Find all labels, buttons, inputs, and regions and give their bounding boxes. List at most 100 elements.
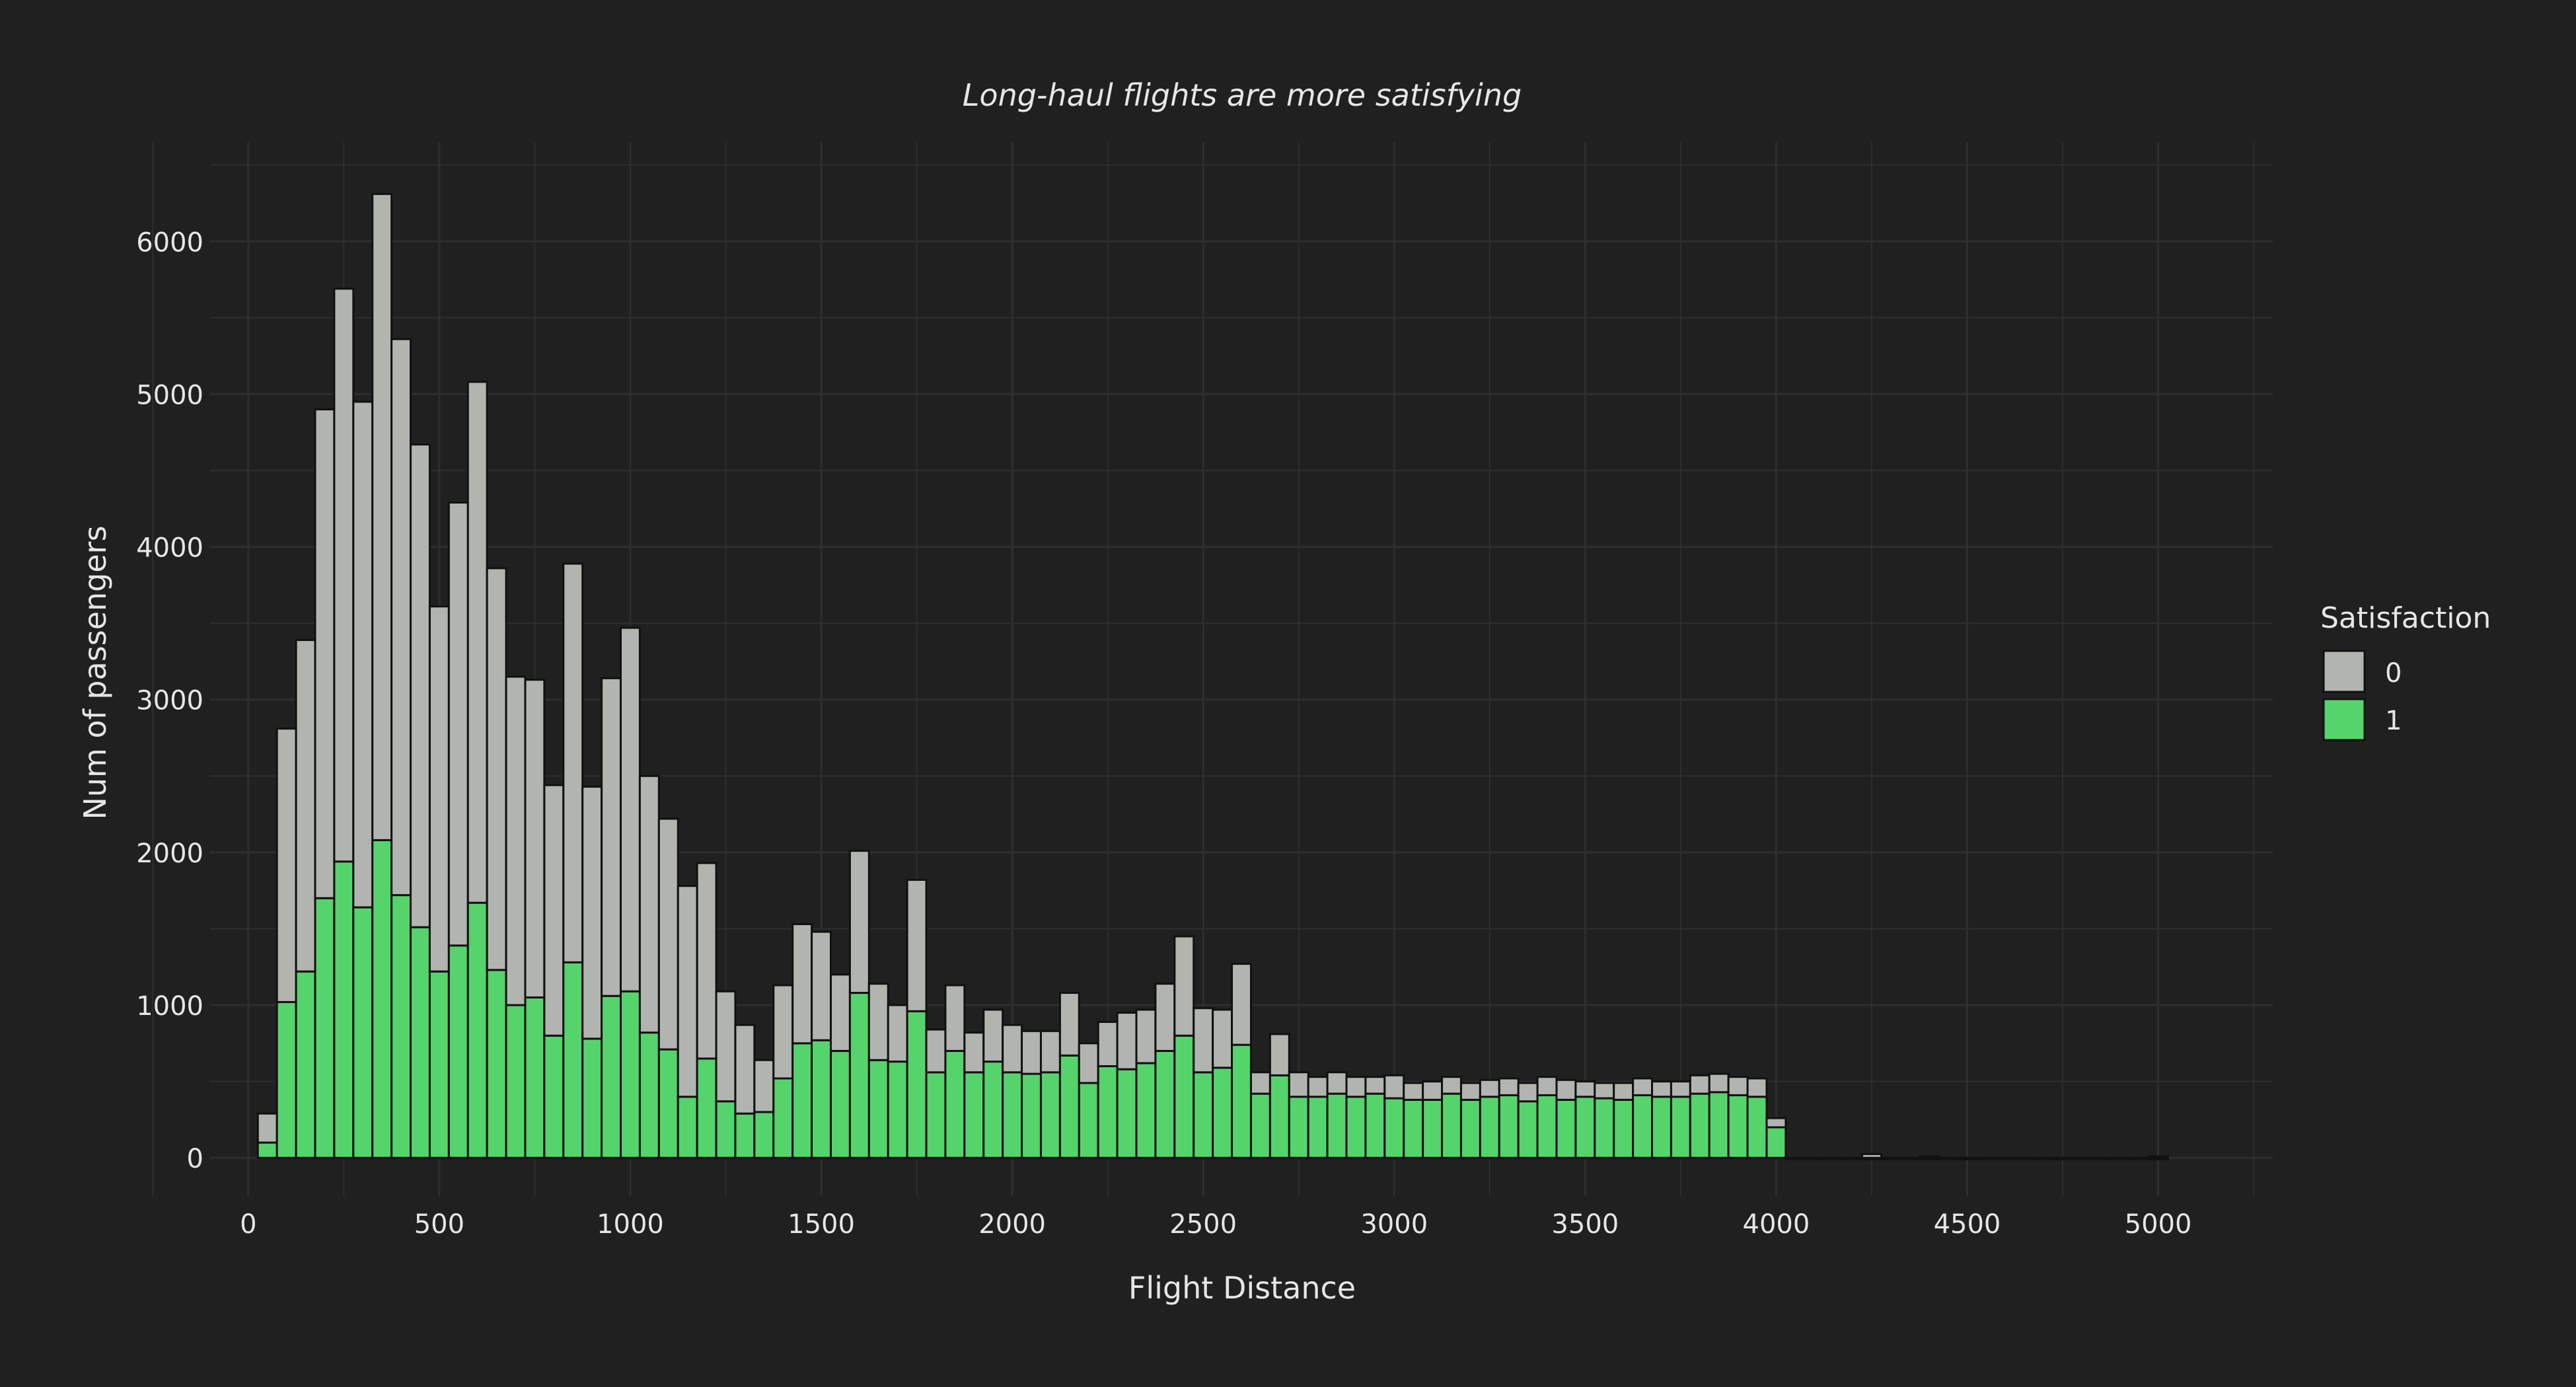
- bar-satisfied: [944, 1049, 966, 1159]
- bar-unsatisfied: [524, 679, 546, 998]
- bar-unsatisfied: [925, 1028, 947, 1074]
- bar-satisfied: [1574, 1096, 1596, 1159]
- bar-unsatisfied: [963, 1031, 985, 1074]
- bar-satisfied: [1307, 1096, 1329, 1159]
- bar-unsatisfied: [1288, 1071, 1309, 1098]
- bar-satisfied: [1058, 1054, 1080, 1159]
- bar-unsatisfied: [295, 639, 316, 973]
- bar-unsatisfied: [1231, 963, 1252, 1046]
- bar-satisfied: [2033, 1156, 2055, 1160]
- bar-satisfied: [1269, 1074, 1290, 1159]
- bar-unsatisfied: [753, 1059, 775, 1113]
- bar-satisfied: [848, 992, 870, 1159]
- bar-unsatisfied: [1918, 1155, 1940, 1159]
- bar-unsatisfied: [1173, 935, 1195, 1037]
- bar-satisfied: [1498, 1094, 1520, 1159]
- bar-unsatisfied: [867, 983, 889, 1061]
- bar-satisfied: [1613, 1098, 1635, 1159]
- bar-unsatisfied: [677, 885, 698, 1098]
- bar-unsatisfied: [1746, 1077, 1768, 1098]
- x-tick-label: 4500: [1934, 1209, 2001, 1240]
- bar-satisfied: [1193, 1071, 1214, 1159]
- bar-satisfied: [715, 1100, 737, 1159]
- y-tick-label: 1000: [136, 991, 203, 1022]
- bar-satisfied: [1956, 1156, 1978, 1160]
- bar-satisfied: [734, 1112, 756, 1159]
- bar-satisfied: [1249, 1092, 1271, 1159]
- bar-unsatisfied: [1860, 1152, 1882, 1159]
- bar-satisfied: [1937, 1156, 1959, 1160]
- legend: Satisfaction 0 1: [2320, 601, 2491, 741]
- bar-satisfied: [466, 901, 488, 1159]
- bar-unsatisfied: [1441, 1076, 1462, 1095]
- bar-unsatisfied: [657, 817, 679, 1051]
- bar-unsatisfied: [1727, 1076, 1749, 1096]
- bar-unsatisfied: [1097, 1020, 1119, 1068]
- bar-unsatisfied: [1422, 1080, 1444, 1101]
- bar-unsatisfied: [1078, 1042, 1099, 1084]
- bar-unsatisfied: [2147, 1155, 2169, 1159]
- legend-label-1: 1: [2385, 706, 2402, 736]
- bar-satisfied: [505, 1004, 527, 1159]
- bar-unsatisfied: [1002, 1024, 1023, 1074]
- bar-satisfied: [1689, 1092, 1711, 1159]
- bar-satisfied: [1173, 1034, 1195, 1159]
- bar-satisfied: [2014, 1156, 2036, 1160]
- bar-satisfied: [256, 1141, 278, 1159]
- bar-satisfied: [1975, 1156, 1997, 1160]
- bar-unsatisfied: [791, 923, 813, 1045]
- bar-satisfied: [581, 1037, 603, 1159]
- bar-satisfied: [1441, 1092, 1462, 1159]
- bar-satisfied: [1804, 1156, 1825, 1160]
- bar-satisfied: [1727, 1094, 1749, 1159]
- bar-satisfied: [906, 1010, 928, 1159]
- bar-unsatisfied: [505, 675, 527, 1006]
- bar-unsatisfied: [1498, 1077, 1520, 1096]
- bar-satisfied: [1326, 1092, 1348, 1159]
- bar-unsatisfied: [562, 562, 584, 963]
- x-tick-label: 5000: [2125, 1209, 2192, 1240]
- bar-unsatisfied: [1613, 1082, 1635, 1101]
- bar-satisfied: [696, 1057, 718, 1159]
- bar-unsatisfied: [371, 193, 393, 841]
- bar-satisfied: [2128, 1156, 2150, 1160]
- x-tick-label: 3000: [1360, 1209, 1428, 1240]
- bar-unsatisfied: [1479, 1078, 1500, 1098]
- bar-satisfied: [1746, 1096, 1768, 1159]
- y-tick-label: 2000: [136, 839, 203, 869]
- bar-unsatisfied: [466, 381, 488, 904]
- bar-satisfied: [811, 1039, 832, 1159]
- bar-satisfied: [1517, 1100, 1539, 1159]
- bar-unsatisfied: [1459, 1082, 1481, 1101]
- bar-satisfied: [1899, 1156, 1921, 1160]
- bar-unsatisfied: [772, 984, 794, 1080]
- bar-satisfied: [1785, 1156, 1806, 1160]
- bar-satisfied: [620, 990, 641, 1159]
- bar-satisfied: [925, 1071, 947, 1159]
- bar-satisfied: [2071, 1156, 2092, 1160]
- bar-satisfied: [1116, 1068, 1138, 1159]
- x-tick-label: 2500: [1169, 1209, 1237, 1240]
- bar-satisfied: [2109, 1156, 2131, 1160]
- bar-satisfied: [657, 1048, 679, 1159]
- bar-unsatisfied: [944, 984, 966, 1052]
- bar-unsatisfied: [1154, 983, 1176, 1052]
- bars: [256, 193, 2169, 1160]
- bar-unsatisfied: [620, 626, 641, 993]
- bar-unsatisfied: [1039, 1030, 1061, 1074]
- bar-satisfied: [1536, 1094, 1558, 1159]
- bar-satisfied: [314, 897, 336, 1159]
- bar-satisfied: [543, 1034, 565, 1159]
- bar-satisfied: [486, 969, 507, 1159]
- bar-satisfied: [1039, 1071, 1061, 1159]
- bar-unsatisfied: [1574, 1080, 1596, 1098]
- chart-title: Long-haul flights are more satisfying: [963, 77, 1522, 113]
- bar-unsatisfied: [1555, 1078, 1577, 1101]
- bar-unsatisfied: [715, 990, 737, 1103]
- x-tick-label: 1000: [597, 1209, 664, 1240]
- y-tick-label: 3000: [136, 686, 203, 716]
- bar-unsatisfied: [1021, 1030, 1042, 1075]
- bar-unsatisfied: [1364, 1076, 1386, 1095]
- bar-unsatisfied: [276, 728, 297, 1003]
- bar-unsatisfied: [352, 400, 374, 909]
